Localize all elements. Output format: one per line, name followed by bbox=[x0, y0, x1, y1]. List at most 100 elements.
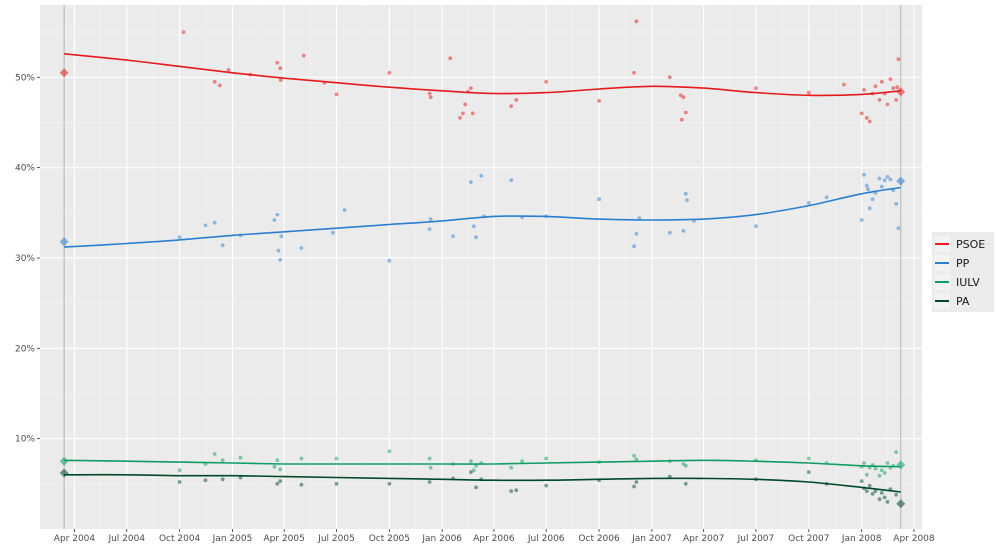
pp-poll-point bbox=[864, 183, 869, 188]
pa-trend-line bbox=[64, 473, 901, 493]
psoe-poll-point bbox=[469, 86, 473, 90]
series-pa bbox=[59, 468, 906, 509]
pp-poll-point bbox=[882, 178, 887, 183]
pp-poll-point bbox=[451, 234, 455, 239]
pp-poll-point bbox=[824, 195, 829, 200]
psoe-poll-point bbox=[458, 116, 462, 120]
psoe-poll-point bbox=[217, 83, 222, 88]
legend-label-pa: PA bbox=[956, 295, 970, 308]
psoe-poll-point bbox=[634, 19, 639, 24]
psoe-poll-point bbox=[895, 85, 900, 90]
y-tick-label: 50% bbox=[15, 73, 35, 83]
iulv-poll-point bbox=[428, 465, 433, 470]
pp-poll-point bbox=[870, 197, 875, 202]
psoe-poll-point bbox=[632, 70, 636, 75]
pa-poll-point bbox=[667, 474, 672, 479]
pa-poll-point bbox=[632, 484, 636, 489]
pp-poll-point bbox=[331, 230, 335, 235]
psoe-poll-point bbox=[859, 111, 864, 116]
pp-poll-point bbox=[479, 173, 484, 178]
pp-poll-point bbox=[474, 235, 478, 240]
iulv-poll-point bbox=[509, 465, 514, 470]
iulv-trend-line bbox=[64, 459, 901, 468]
psoe-poll-point bbox=[679, 117, 684, 122]
iulv-poll-point bbox=[299, 456, 304, 461]
psoe-poll-point bbox=[278, 78, 283, 82]
pp-poll-point bbox=[879, 184, 884, 189]
pp-poll-point bbox=[272, 218, 277, 222]
x-tick-label: Oct 2007 bbox=[788, 534, 829, 544]
legend-label-pp: PP bbox=[956, 257, 970, 270]
x-tick-label: Jan 2005 bbox=[212, 534, 253, 544]
x-tick-label: Jan 2007 bbox=[631, 534, 672, 544]
pa-poll-point bbox=[514, 488, 519, 493]
pp-poll-point bbox=[428, 217, 433, 222]
iulv-poll-point bbox=[882, 471, 887, 475]
iulv-poll-point bbox=[238, 455, 243, 460]
x-tick-label: Oct 2005 bbox=[369, 534, 410, 544]
iulv-poll-point bbox=[272, 464, 277, 469]
psoe-poll-point bbox=[877, 98, 882, 102]
pa-poll-point bbox=[879, 491, 884, 495]
psoe-poll-point bbox=[888, 77, 893, 81]
psoe-poll-point bbox=[683, 110, 688, 115]
iulv-poll-point bbox=[427, 456, 432, 461]
x-tick-label: Apr 2004 bbox=[54, 534, 96, 544]
psoe-result-marker bbox=[59, 68, 69, 78]
pa-poll-point bbox=[544, 483, 549, 488]
legend: PSOE PP IULV PA bbox=[932, 232, 994, 312]
x-tick-label: Apr 2005 bbox=[264, 534, 305, 544]
psoe-poll-point bbox=[470, 111, 475, 116]
iulv-poll-point bbox=[894, 450, 898, 455]
pa-poll-point bbox=[882, 495, 887, 500]
x-tick-label: Apr 2008 bbox=[893, 534, 935, 544]
psoe-poll-point bbox=[873, 84, 878, 89]
psoe-poll-point bbox=[667, 75, 672, 80]
pa-poll-point bbox=[877, 497, 882, 502]
pp-poll-point bbox=[754, 224, 758, 229]
x-tick-label: Apr 2007 bbox=[683, 534, 724, 544]
x-tick-label: Apr 2006 bbox=[473, 534, 515, 544]
pa-poll-point bbox=[870, 491, 875, 496]
x-tick-label: Jul 2007 bbox=[737, 534, 775, 544]
iulv-poll-point bbox=[387, 449, 392, 454]
y-tick-label: 20% bbox=[15, 344, 35, 354]
pa-poll-point bbox=[885, 500, 890, 504]
iulv-poll-point bbox=[877, 473, 882, 478]
psoe-poll-point bbox=[754, 86, 758, 90]
pp-poll-point bbox=[279, 234, 284, 239]
x-axis: Apr 2004 Jul 2004 Oct 2004 Jan 2005 Apr 2005… bbox=[54, 529, 935, 544]
pp-poll-point bbox=[806, 201, 811, 205]
iulv-poll-point bbox=[469, 459, 473, 464]
pp-poll-point bbox=[894, 201, 898, 206]
pp-poll-point bbox=[885, 174, 890, 179]
pa-poll-point bbox=[634, 480, 639, 484]
pp-poll-point bbox=[862, 172, 866, 177]
psoe-poll-point bbox=[896, 57, 901, 62]
psoe-poll-point bbox=[544, 79, 549, 84]
series-iulv bbox=[59, 449, 906, 478]
pp-final-result-marker bbox=[896, 176, 906, 186]
pp-poll-point bbox=[509, 178, 514, 183]
pp-result-marker bbox=[59, 237, 69, 247]
pp-poll-point bbox=[685, 198, 689, 203]
psoe-poll-point bbox=[879, 79, 884, 84]
iulv-poll-point bbox=[177, 468, 182, 473]
psoe-poll-point bbox=[301, 53, 306, 58]
pp-poll-point bbox=[276, 248, 281, 253]
pp-poll-point bbox=[220, 243, 225, 248]
pa-poll-point bbox=[859, 479, 864, 483]
iulv-poll-point bbox=[278, 467, 283, 472]
pp-poll-point bbox=[469, 180, 473, 185]
series-psoe bbox=[59, 19, 906, 124]
pp-poll-point bbox=[597, 197, 601, 202]
plot-background bbox=[40, 5, 922, 529]
pp-poll-point bbox=[427, 227, 432, 232]
pa-poll-point bbox=[278, 479, 283, 483]
iulv-poll-point bbox=[520, 459, 524, 464]
pa-poll-point bbox=[894, 492, 898, 497]
psoe-trend-line bbox=[64, 53, 901, 97]
pp-poll-point bbox=[866, 187, 870, 192]
psoe-final-result-marker bbox=[896, 87, 906, 97]
iulv-poll-point bbox=[885, 461, 890, 465]
